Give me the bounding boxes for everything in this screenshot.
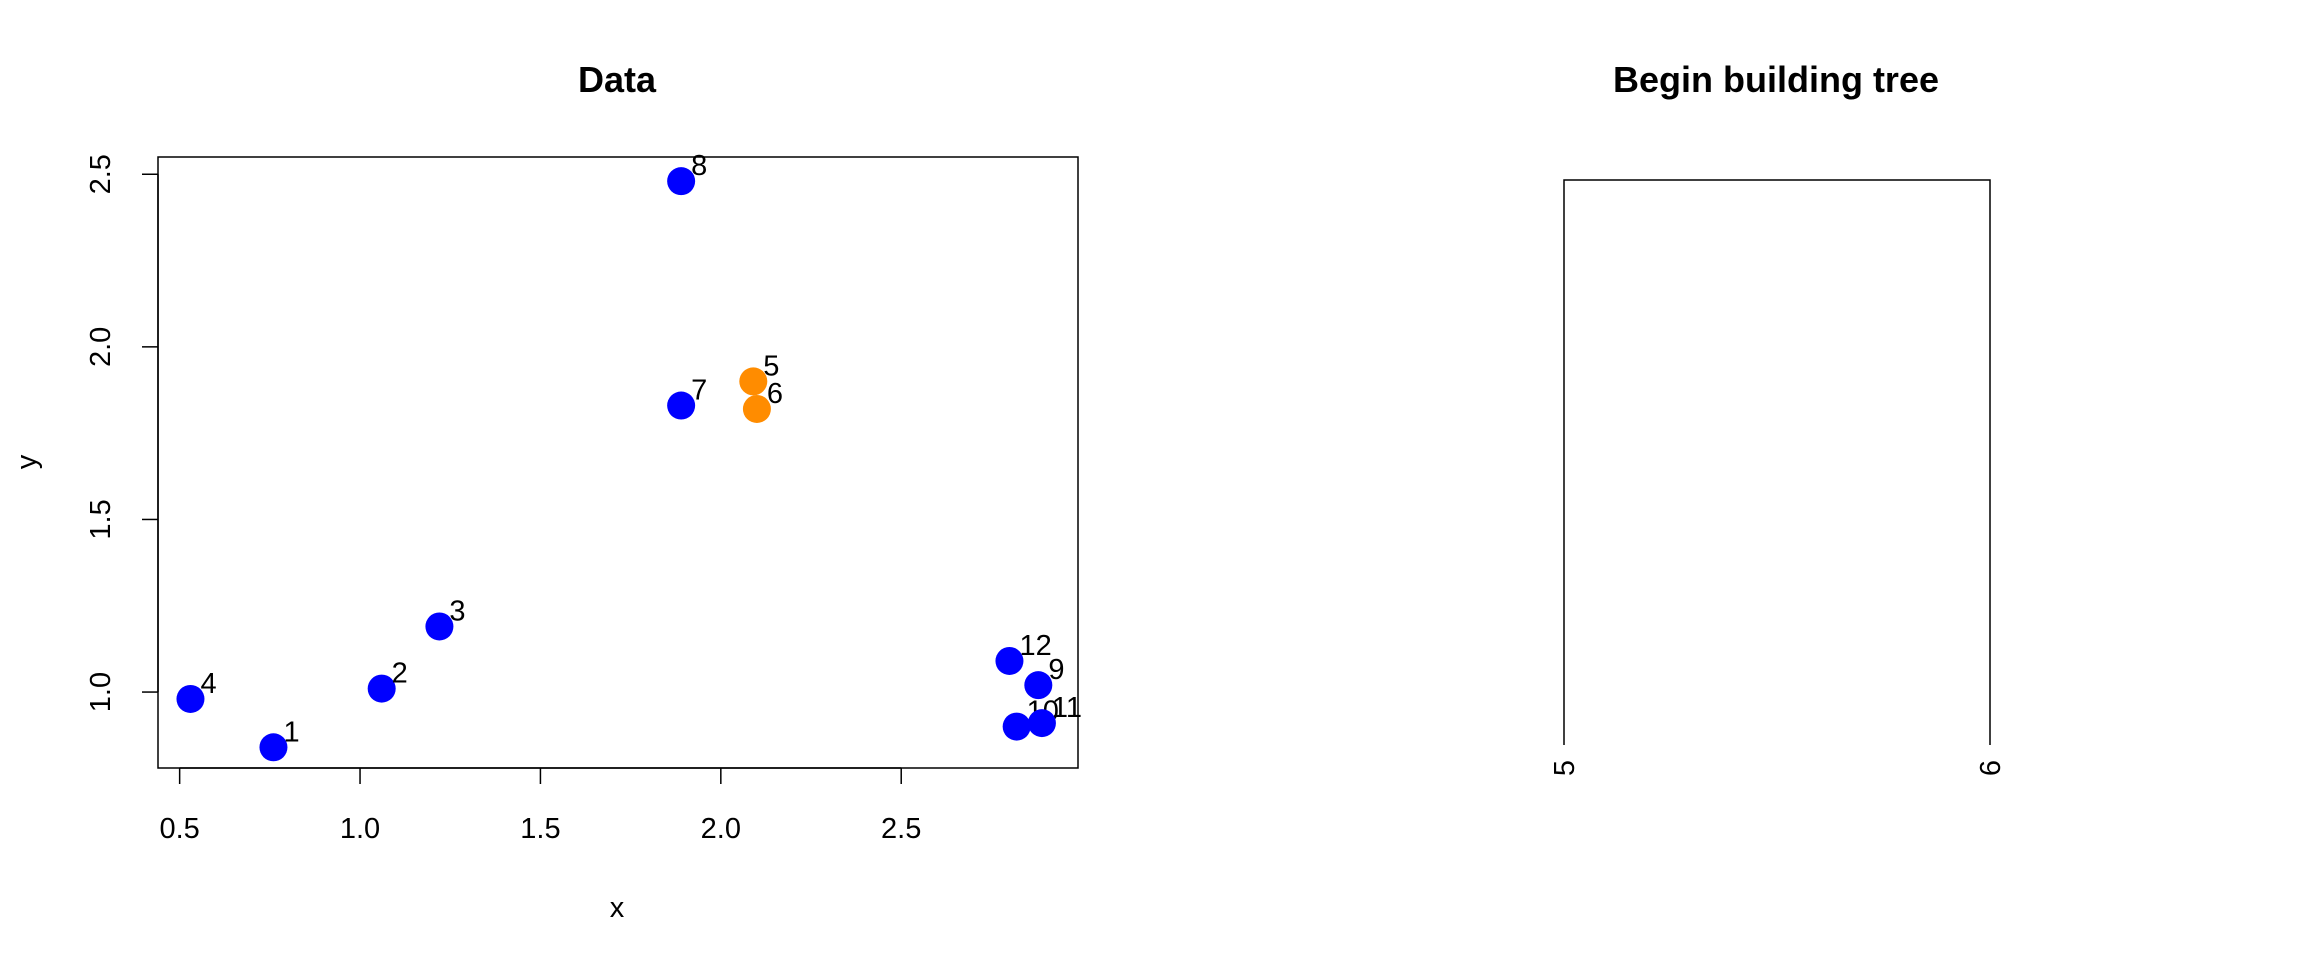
x-tick-label: 2.0 — [701, 813, 741, 845]
point-label: 12 — [1019, 630, 1051, 662]
x-tick-label: 2.5 — [881, 813, 921, 845]
y-tick-label: 1.5 — [85, 499, 117, 539]
point-label: 9 — [1048, 654, 1064, 686]
plot-frame — [157, 156, 1079, 769]
dendrogram-leaf-label: 6 — [1975, 760, 2007, 776]
point-label: 8 — [691, 150, 707, 182]
data-point — [1024, 671, 1053, 700]
data-point — [667, 391, 696, 420]
x-axis-label: x — [610, 892, 625, 924]
dendrogram-merge-5-6 — [1563, 179, 1991, 745]
x-tick-label: 1.0 — [340, 813, 380, 845]
data-point — [425, 612, 454, 641]
x-tick-label: 0.5 — [159, 813, 199, 845]
data-point — [742, 394, 771, 423]
x-tick-label: 1.5 — [520, 813, 560, 845]
scatter-points: 123456789101112 — [176, 150, 1082, 762]
point-label: 4 — [200, 668, 216, 700]
scatter-panel: Data 0.5 1.0 1.5 2.0 2.5 1.01.52.02.5 x y 12… — [11, 59, 1082, 924]
point-label: 6 — [767, 378, 783, 410]
dendrogram-title: Begin building tree — [1613, 59, 1939, 100]
y-tick-label: 2.0 — [85, 327, 117, 367]
data-point — [667, 167, 696, 196]
point-label: 5 — [763, 350, 779, 382]
point-label: 7 — [691, 375, 707, 407]
point-label: 3 — [449, 595, 465, 627]
data-point — [1027, 709, 1056, 738]
point-label: 11 — [1052, 692, 1082, 724]
x-axis: 0.5 1.0 1.5 2.0 2.5 — [159, 767, 921, 845]
y-axis-label: y — [11, 454, 43, 469]
data-point — [739, 367, 768, 396]
scatter-title: Data — [578, 59, 657, 100]
y-tick-label: 1.0 — [85, 672, 117, 712]
dendrogram-leaf-label: 5 — [1549, 760, 1581, 776]
point-label: 1 — [283, 716, 299, 748]
data-point — [367, 674, 396, 703]
data-point — [176, 684, 205, 713]
data-point — [259, 733, 288, 762]
y-tick-label: 2.5 — [85, 154, 117, 194]
data-point — [1002, 712, 1031, 741]
y-axis: 1.0 1.5 2.0 2.5 — [85, 154, 159, 712]
data-point — [995, 646, 1024, 675]
point-label: 2 — [392, 658, 408, 690]
